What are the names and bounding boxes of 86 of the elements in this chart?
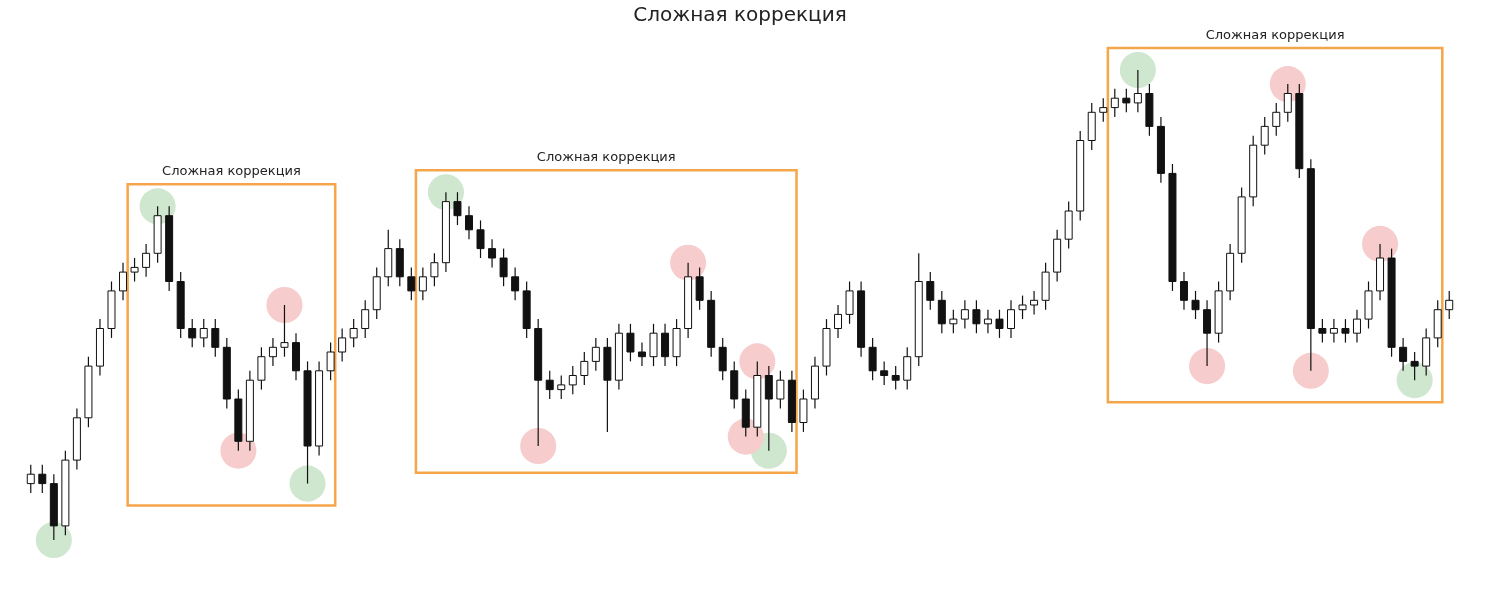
candlestick <box>407 266 416 301</box>
candlestick <box>488 238 497 268</box>
candlestick <box>511 266 520 301</box>
candlestick <box>499 248 508 287</box>
candlestick <box>349 318 358 348</box>
candlestick <box>868 337 877 381</box>
candlestick <box>1410 351 1419 381</box>
candlestick <box>799 389 808 433</box>
candlestick <box>1399 337 1408 372</box>
candlestick <box>453 191 462 226</box>
text: Сложная коррекция <box>1205 27 1345 42</box>
candlestick <box>637 342 646 367</box>
candlestick <box>1018 295 1027 320</box>
candlestick <box>649 323 658 367</box>
candlestick <box>1283 83 1292 123</box>
candlestick <box>418 266 427 301</box>
candlestick <box>199 318 208 348</box>
candlestick <box>1179 271 1188 311</box>
candlestick <box>695 266 704 311</box>
candlestick <box>1329 318 1338 344</box>
candlestick <box>326 342 335 381</box>
candlestick <box>926 271 935 311</box>
candlestick <box>557 374 566 400</box>
candlestick <box>949 309 958 334</box>
candlestick <box>26 464 35 494</box>
candlestick <box>1110 88 1119 118</box>
candlestick <box>188 318 197 348</box>
candlestick <box>1318 318 1327 344</box>
candlestick <box>983 309 992 334</box>
candlestick <box>361 299 370 339</box>
candlestick <box>464 205 473 240</box>
candlestick <box>1099 97 1108 123</box>
candlestick <box>280 304 289 358</box>
point <box>289 465 326 502</box>
candlestick <box>130 257 139 283</box>
candlestick <box>430 252 439 287</box>
candlestick <box>119 262 128 301</box>
point <box>1396 362 1433 399</box>
candlestick <box>1191 290 1200 320</box>
candlestick <box>972 299 981 334</box>
point <box>266 287 303 323</box>
candlestick <box>1122 88 1131 113</box>
point <box>1119 52 1156 88</box>
candlestick <box>995 309 1004 339</box>
point <box>1292 352 1329 389</box>
candlestick <box>568 365 577 395</box>
candlestick <box>1272 102 1281 137</box>
point <box>1189 348 1226 385</box>
candlestick <box>661 323 670 367</box>
annotation: Сложная коррекция <box>162 163 301 179</box>
candlestick <box>626 323 635 362</box>
candlestick <box>1030 290 1039 315</box>
candlestick <box>960 299 969 330</box>
candlestick <box>142 243 151 278</box>
candlestick <box>718 337 727 381</box>
candlestick <box>257 346 266 391</box>
candlestick <box>834 304 843 339</box>
point <box>670 244 707 281</box>
candlestick <box>1352 309 1361 344</box>
candlestick <box>776 370 785 409</box>
candlestick <box>1133 69 1142 113</box>
candlestick <box>545 370 554 400</box>
candlestick <box>937 290 946 334</box>
candlestick <box>903 346 912 391</box>
candlestick <box>338 327 347 362</box>
candlestick <box>1007 299 1016 339</box>
annotation: Сложная коррекция <box>536 149 676 165</box>
point <box>1362 225 1399 262</box>
point <box>520 428 557 464</box>
candlestick <box>591 337 600 372</box>
candlestick <box>880 360 889 386</box>
candlestick <box>1203 299 1212 367</box>
candlestick <box>476 219 485 259</box>
candlestick <box>268 337 277 367</box>
point <box>35 522 72 558</box>
candlestick <box>845 280 854 325</box>
point <box>739 343 776 380</box>
chart-title: Сложная коррекция <box>633 2 847 26</box>
candlestick <box>38 464 47 494</box>
candlestick <box>1445 290 1454 320</box>
candlestick <box>580 351 589 386</box>
candlestick <box>1260 116 1269 156</box>
candlestick <box>764 365 773 452</box>
candlestick <box>891 365 900 391</box>
candlestick <box>211 318 220 358</box>
candlestick <box>1341 318 1350 344</box>
